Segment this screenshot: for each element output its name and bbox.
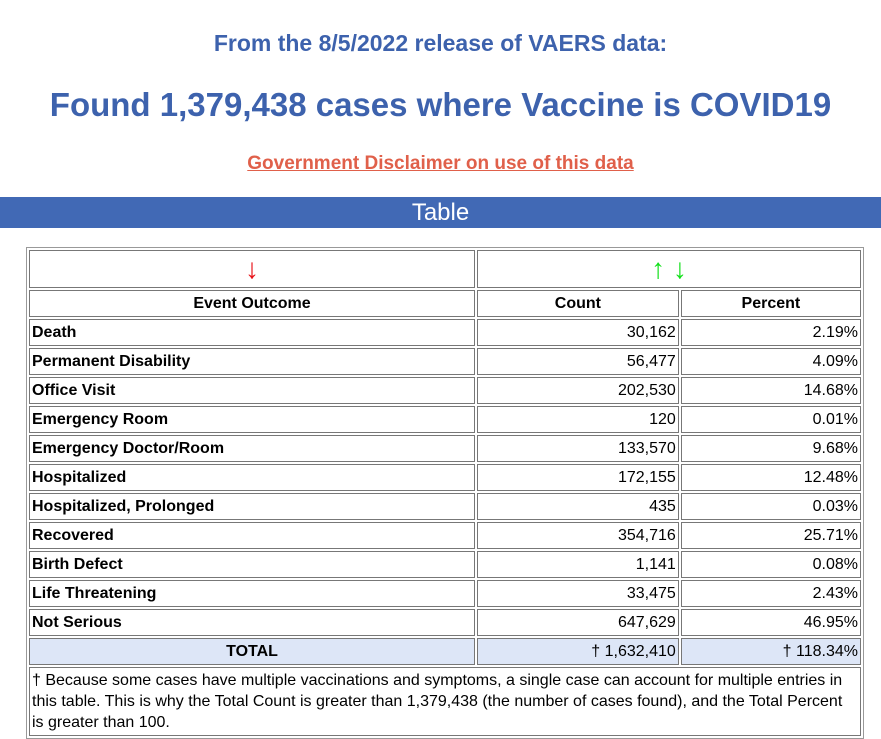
footnote: † Because some cases have multiple vacci… [29,667,861,736]
header-percent: Percent [680,290,861,317]
count-value: 172,155 [477,464,679,491]
count-value: 1,141 [477,551,679,578]
percent-value: 46.95% [680,609,861,636]
total-percent: † 118.34% [680,638,861,665]
total-row: TOTAL † 1,632,410 † 118.34% [29,638,861,665]
release-heading: From the 8/5/2022 release of VAERS data: [213,30,668,56]
table-row: Hospitalized 172,155 12.48% [29,464,861,491]
outcome-label: Life Threatening [29,580,475,607]
percent-value: 9.68% [680,435,861,462]
percent-value: 0.08% [680,551,861,578]
sort-cell-count: ↑ ↓ [477,250,861,288]
percent-value: 0.03% [680,493,861,520]
outcome-label: Emergency Room [29,406,475,433]
table-row: Not Serious 647,629 46.95% [29,609,861,636]
count-value: 202,530 [477,377,679,404]
percent-value: 0.01% [680,406,861,433]
sort-down-arrow-icon[interactable]: ↓ [245,253,259,284]
count-value: 30,162 [477,319,679,346]
outcome-label: Not Serious [29,609,475,636]
sort-up-arrow-icon[interactable]: ↑ [651,253,666,284]
found-heading: Found 1,379,438 cases where Vaccine is C… [49,86,832,123]
count-value: 647,629 [477,609,679,636]
percent-value: 25.71% [680,522,861,549]
table-row: Permanent Disability 56,477 4.09% [29,348,861,375]
header-event-outcome: Event Outcome [29,290,475,317]
outcome-label: Birth Defect [29,551,475,578]
count-value: 435 [477,493,679,520]
percent-value: 14.68% [680,377,861,404]
results-table: ↓ ↑ ↓ Event Outcome Count Percent Death 3… [26,247,864,739]
table-row: Office Visit 202,530 14.68% [29,377,861,404]
outcome-label: Office Visit [29,377,475,404]
percent-value: 12.48% [680,464,861,491]
count-value: 56,477 [477,348,679,375]
percent-value: 2.43% [680,580,861,607]
header-count: Count [477,290,679,317]
percent-value: 2.19% [680,319,861,346]
section-title-bar: Table [0,197,881,228]
outcome-label: Hospitalized, Prolonged [29,493,475,520]
table-row: Life Threatening 33,475 2.43% [29,580,861,607]
count-value: 120 [477,406,679,433]
count-value: 33,475 [477,580,679,607]
percent-value: 4.09% [680,348,861,375]
outcome-label: Recovered [29,522,475,549]
table-row: Birth Defect 1,141 0.08% [29,551,861,578]
outcome-label: Death [29,319,475,346]
count-value: 133,570 [477,435,679,462]
outcome-label: Permanent Disability [29,348,475,375]
total-count: † 1,632,410 [477,638,679,665]
table-row: Emergency Doctor/Room 133,570 9.68% [29,435,861,462]
sort-cell-outcome: ↓ [29,250,475,288]
table-row: Hospitalized, Prolonged 435 0.03% [29,493,861,520]
total-label: TOTAL [29,638,475,665]
table-row: Recovered 354,716 25.71% [29,522,861,549]
table-row: Emergency Room 120 0.01% [29,406,861,433]
outcome-label: Emergency Doctor/Room [29,435,475,462]
outcome-label: Hospitalized [29,464,475,491]
table-row: Death 30,162 2.19% [29,319,861,346]
sort-down-arrow-icon[interactable]: ↓ [672,253,687,284]
disclaimer-link[interactable]: Government Disclaimer on use of this dat… [247,153,634,174]
count-value: 354,716 [477,522,679,549]
